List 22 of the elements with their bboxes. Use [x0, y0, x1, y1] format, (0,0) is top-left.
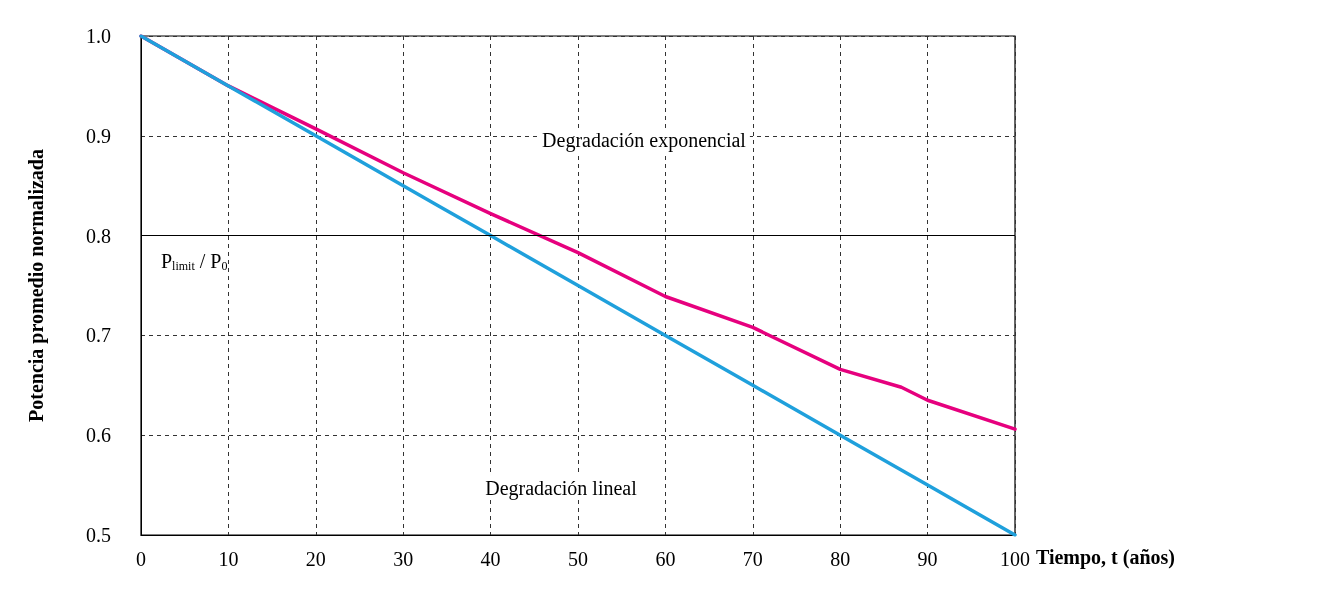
x-tick-label: 70 — [742, 548, 763, 570]
x-tick-label: 10 — [218, 548, 239, 570]
y-tick-label: 1.0 — [86, 25, 111, 47]
y-tick-label: 0.6 — [86, 424, 111, 447]
x-tick-label: 80 — [830, 548, 851, 570]
x-tick-label: 0 — [136, 548, 146, 570]
x-tick-label: 40 — [480, 548, 501, 570]
y-tick-label: 0.7 — [86, 324, 111, 347]
line-series — [139, 34, 1017, 537]
x-axis-title: Tiempo, t (años) — [1035, 546, 1175, 569]
annotation: Degradación lineal — [485, 477, 638, 500]
x-tick-label: 30 — [393, 548, 414, 570]
x-tick-label: 100 — [1000, 548, 1030, 570]
x-tick-label: 90 — [917, 548, 938, 570]
x-tick-label: 60 — [655, 548, 676, 570]
annotation: Degradación exponencial — [542, 129, 747, 152]
y-tick-label: 0.8 — [86, 224, 111, 247]
y-axis-title: Potencia promedio normalizada — [25, 149, 48, 422]
x-tick-label: 50 — [568, 548, 588, 570]
x-tick-label: 20 — [305, 548, 326, 570]
y-tick-label: 0.9 — [86, 124, 111, 147]
y-tick-label: 0.5 — [86, 524, 111, 546]
